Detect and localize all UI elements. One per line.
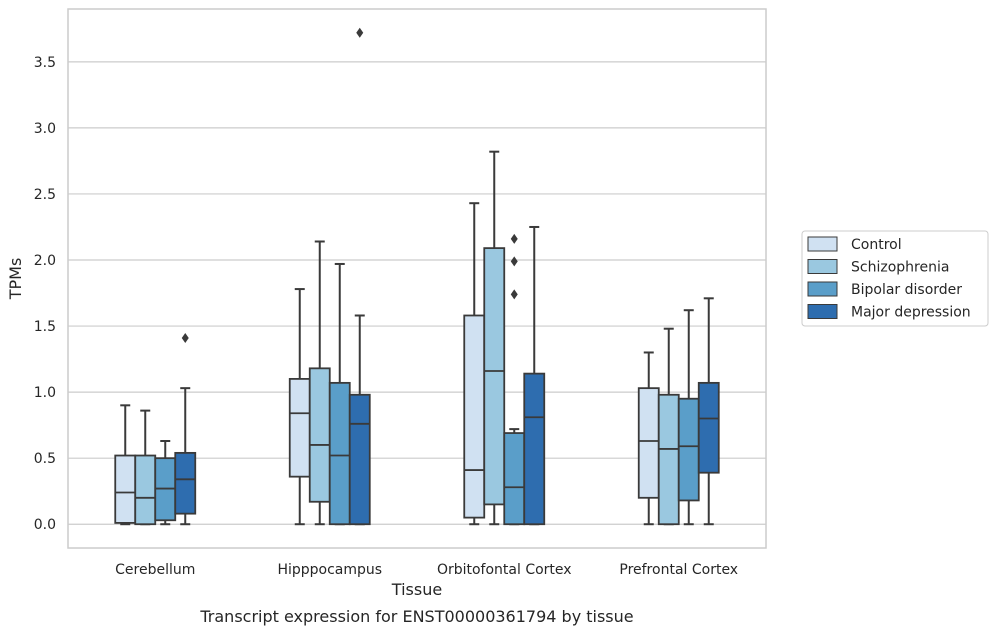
box-body — [697, 381, 720, 474]
x-tick-label-1: Hipppocampus — [277, 562, 382, 578]
box-body — [134, 454, 157, 526]
y-axis-label: TPMs — [6, 258, 25, 301]
plot-frame — [67, 8, 767, 549]
y-tick-label-2: 1.0 — [34, 385, 56, 401]
y-axis-ticks: 0.0 0.5 1.0 1.5 2.0 2.5 3.0 3.5 — [34, 55, 56, 533]
legend-swatch — [807, 281, 838, 297]
box-body — [657, 393, 680, 526]
y-tick-label-3: 1.5 — [34, 319, 56, 335]
box-body — [677, 397, 700, 502]
outlier-0 — [181, 332, 189, 343]
box-body — [114, 454, 137, 524]
legend-label: Bipolar disorder — [851, 282, 962, 298]
y-tick-label-4: 2.0 — [34, 253, 56, 269]
legend-label: Schizophrenia — [851, 260, 949, 276]
legend-swatch — [807, 259, 838, 274]
outlier-2 — [510, 233, 518, 244]
box-1-3 — [348, 27, 371, 526]
box-body — [328, 381, 351, 526]
box-0-0 — [114, 404, 137, 526]
box-0-3 — [174, 332, 197, 526]
box-3-3 — [697, 297, 720, 526]
y-tick-label-1: 0.5 — [34, 451, 56, 467]
legend-frame — [801, 230, 989, 327]
box-body — [288, 378, 311, 478]
box-body — [174, 451, 197, 515]
box-body — [483, 247, 506, 506]
outlier-0 — [356, 27, 364, 38]
box-2-2 — [503, 233, 526, 526]
box-body — [463, 314, 486, 519]
box-2-1 — [483, 150, 506, 526]
legend: Control Schizophrenia Bipolar disorder Majo… — [801, 230, 989, 327]
x-tick-label-0: Cerebellum — [115, 562, 195, 578]
legend-item-3: Major depression — [807, 304, 971, 321]
y-tick-label-6: 3.0 — [34, 121, 56, 137]
box-body — [348, 393, 371, 526]
box-1-0 — [288, 288, 311, 526]
x-tick-label-3: Prefrontal Cortex — [619, 562, 738, 578]
box-body — [503, 432, 526, 526]
legend-label: Control — [851, 237, 902, 253]
outlier-0 — [510, 289, 518, 300]
x-axis-ticks: Cerebellum Hipppocampus Orbitofontal Corte… — [115, 562, 738, 578]
legend-item-2: Bipolar disorder — [807, 281, 962, 298]
legend-label: Major depression — [851, 305, 971, 321]
box-2-3 — [523, 225, 546, 526]
y-tick-label-5: 2.5 — [34, 187, 56, 203]
box-3-0 — [637, 351, 660, 526]
plot-area — [114, 27, 720, 526]
x-axis-label: Tissue — [391, 580, 442, 599]
box-body — [637, 387, 660, 499]
chart-caption: Transcript expression for ENST0000036179… — [199, 607, 633, 626]
legend-swatch — [807, 304, 838, 319]
y-tick-label-7: 3.5 — [34, 55, 56, 71]
y-tick-label-0: 0.0 — [34, 517, 56, 533]
outlier-1 — [510, 256, 518, 267]
box-1-1 — [308, 240, 331, 526]
box-body — [523, 372, 546, 526]
legend-swatch — [807, 236, 838, 252]
legend-item-1: Schizophrenia — [807, 259, 949, 276]
x-tick-label-2: Orbitofontal Cortex — [437, 562, 572, 578]
legend-item-0: Control — [807, 236, 902, 253]
box-body — [308, 367, 331, 503]
